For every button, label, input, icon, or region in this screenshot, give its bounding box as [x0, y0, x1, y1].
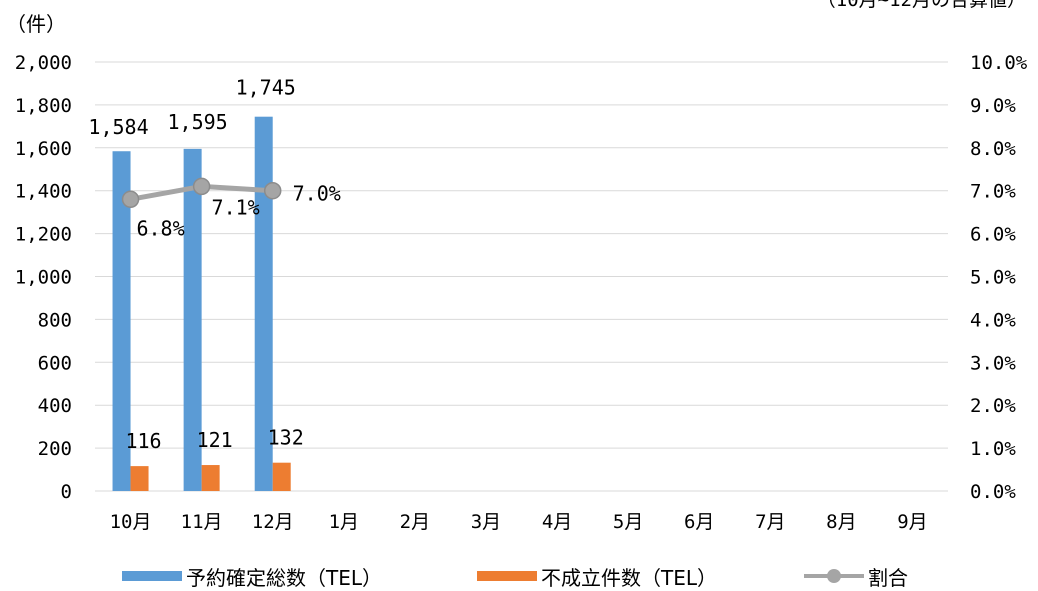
y-left-unit-label: （件）: [6, 12, 66, 36]
legend-label-ratio: 割合: [868, 565, 908, 590]
ratio-point: [192, 177, 211, 196]
bar-total: [112, 151, 131, 491]
data-label-ratio: 7.0%: [293, 182, 341, 206]
y-right-tick-label: 10.0%: [970, 52, 1028, 74]
y-left-tick-label: 200: [38, 438, 72, 460]
data-label-total: 1,584: [88, 115, 148, 139]
legend-swatch-fail: [477, 571, 537, 581]
ratio-point: [263, 181, 282, 200]
y-right-tick-label: 3.0%: [970, 352, 1016, 374]
y-left-tick-label: 1,400: [15, 181, 72, 203]
bar-total: [183, 148, 202, 491]
x-tick-label: 1月: [329, 511, 359, 533]
legend-item-total: 予約確定総数（TEL）: [122, 562, 382, 590]
x-tick-label: 12月: [252, 511, 294, 533]
y-right-tick-label: 1.0%: [970, 438, 1016, 460]
y-right-tick-label: 2.0%: [970, 395, 1016, 417]
data-label-total: 1,595: [168, 110, 228, 134]
x-tick-label: 5月: [613, 511, 643, 533]
y-right-tick-label: 5.0%: [970, 267, 1016, 289]
data-label-fail: 121: [197, 428, 233, 452]
legend-item-fail: 不成立件数（TEL）: [477, 562, 717, 590]
y-left-tick-label: 0: [61, 481, 72, 503]
y-right-tick-label: 9.0%: [970, 95, 1016, 117]
legend-label-total: 予約確定総数（TEL）: [186, 565, 382, 590]
x-tick-label: 10月: [110, 511, 152, 533]
ratio-point: [121, 190, 140, 209]
x-tick-label: 6月: [684, 511, 714, 533]
y-right-tick-label: 7.0%: [970, 181, 1016, 203]
legend-swatch-total: [122, 571, 182, 581]
y-right-tick-label: 8.0%: [970, 138, 1016, 160]
y-left-tick-label: 1,600: [15, 138, 72, 160]
y-left-tick-label: 400: [38, 395, 72, 417]
y-left-tick-label: 600: [38, 352, 72, 374]
chart-note: （10月~12月の合算値）: [817, 0, 1026, 11]
bar-fail: [201, 465, 220, 491]
legend-item-ratio: 割合: [804, 562, 908, 590]
data-label-ratio: 7.1%: [212, 195, 260, 219]
x-tick-label: 2月: [400, 511, 430, 533]
bar-fail: [130, 466, 149, 491]
y-left-tick-label: 1,000: [15, 267, 72, 289]
data-label-fail: 116: [125, 429, 161, 453]
data-label-fail: 132: [268, 426, 304, 450]
bar-total: [254, 116, 273, 491]
y-left-tick-label: 1,200: [15, 224, 72, 246]
y-left-tick-label: 1,800: [15, 95, 72, 117]
data-label-ratio: 6.8%: [136, 216, 184, 240]
x-tick-label: 11月: [181, 511, 223, 533]
x-tick-label: 7月: [755, 511, 785, 533]
x-tick-label: 8月: [826, 511, 856, 533]
legend-swatch-ratio: [804, 569, 864, 583]
chart-canvas: 0 200 400 600 800 1,000 1,200 1,400 1,600 1,800 2,…: [6, 0, 1028, 533]
legend-label-fail: 不成立件数（TEL）: [541, 565, 717, 590]
legend: 予約確定総数（TEL） 不成立件数（TEL） 割合: [0, 562, 1038, 590]
y-left-tick-label: 2,000: [15, 52, 72, 74]
data-label-total: 1,745: [236, 76, 296, 100]
x-tick-label: 4月: [542, 511, 572, 533]
y-left-tick-label: 800: [38, 309, 72, 331]
y-right-tick-label: 0.0%: [970, 481, 1016, 503]
x-tick-label: 9月: [897, 511, 927, 533]
x-tick-label: 3月: [471, 511, 501, 533]
y-right-tick-label: 4.0%: [970, 309, 1016, 331]
y-right-tick-label: 6.0%: [970, 224, 1016, 246]
bar-fail: [272, 462, 291, 491]
